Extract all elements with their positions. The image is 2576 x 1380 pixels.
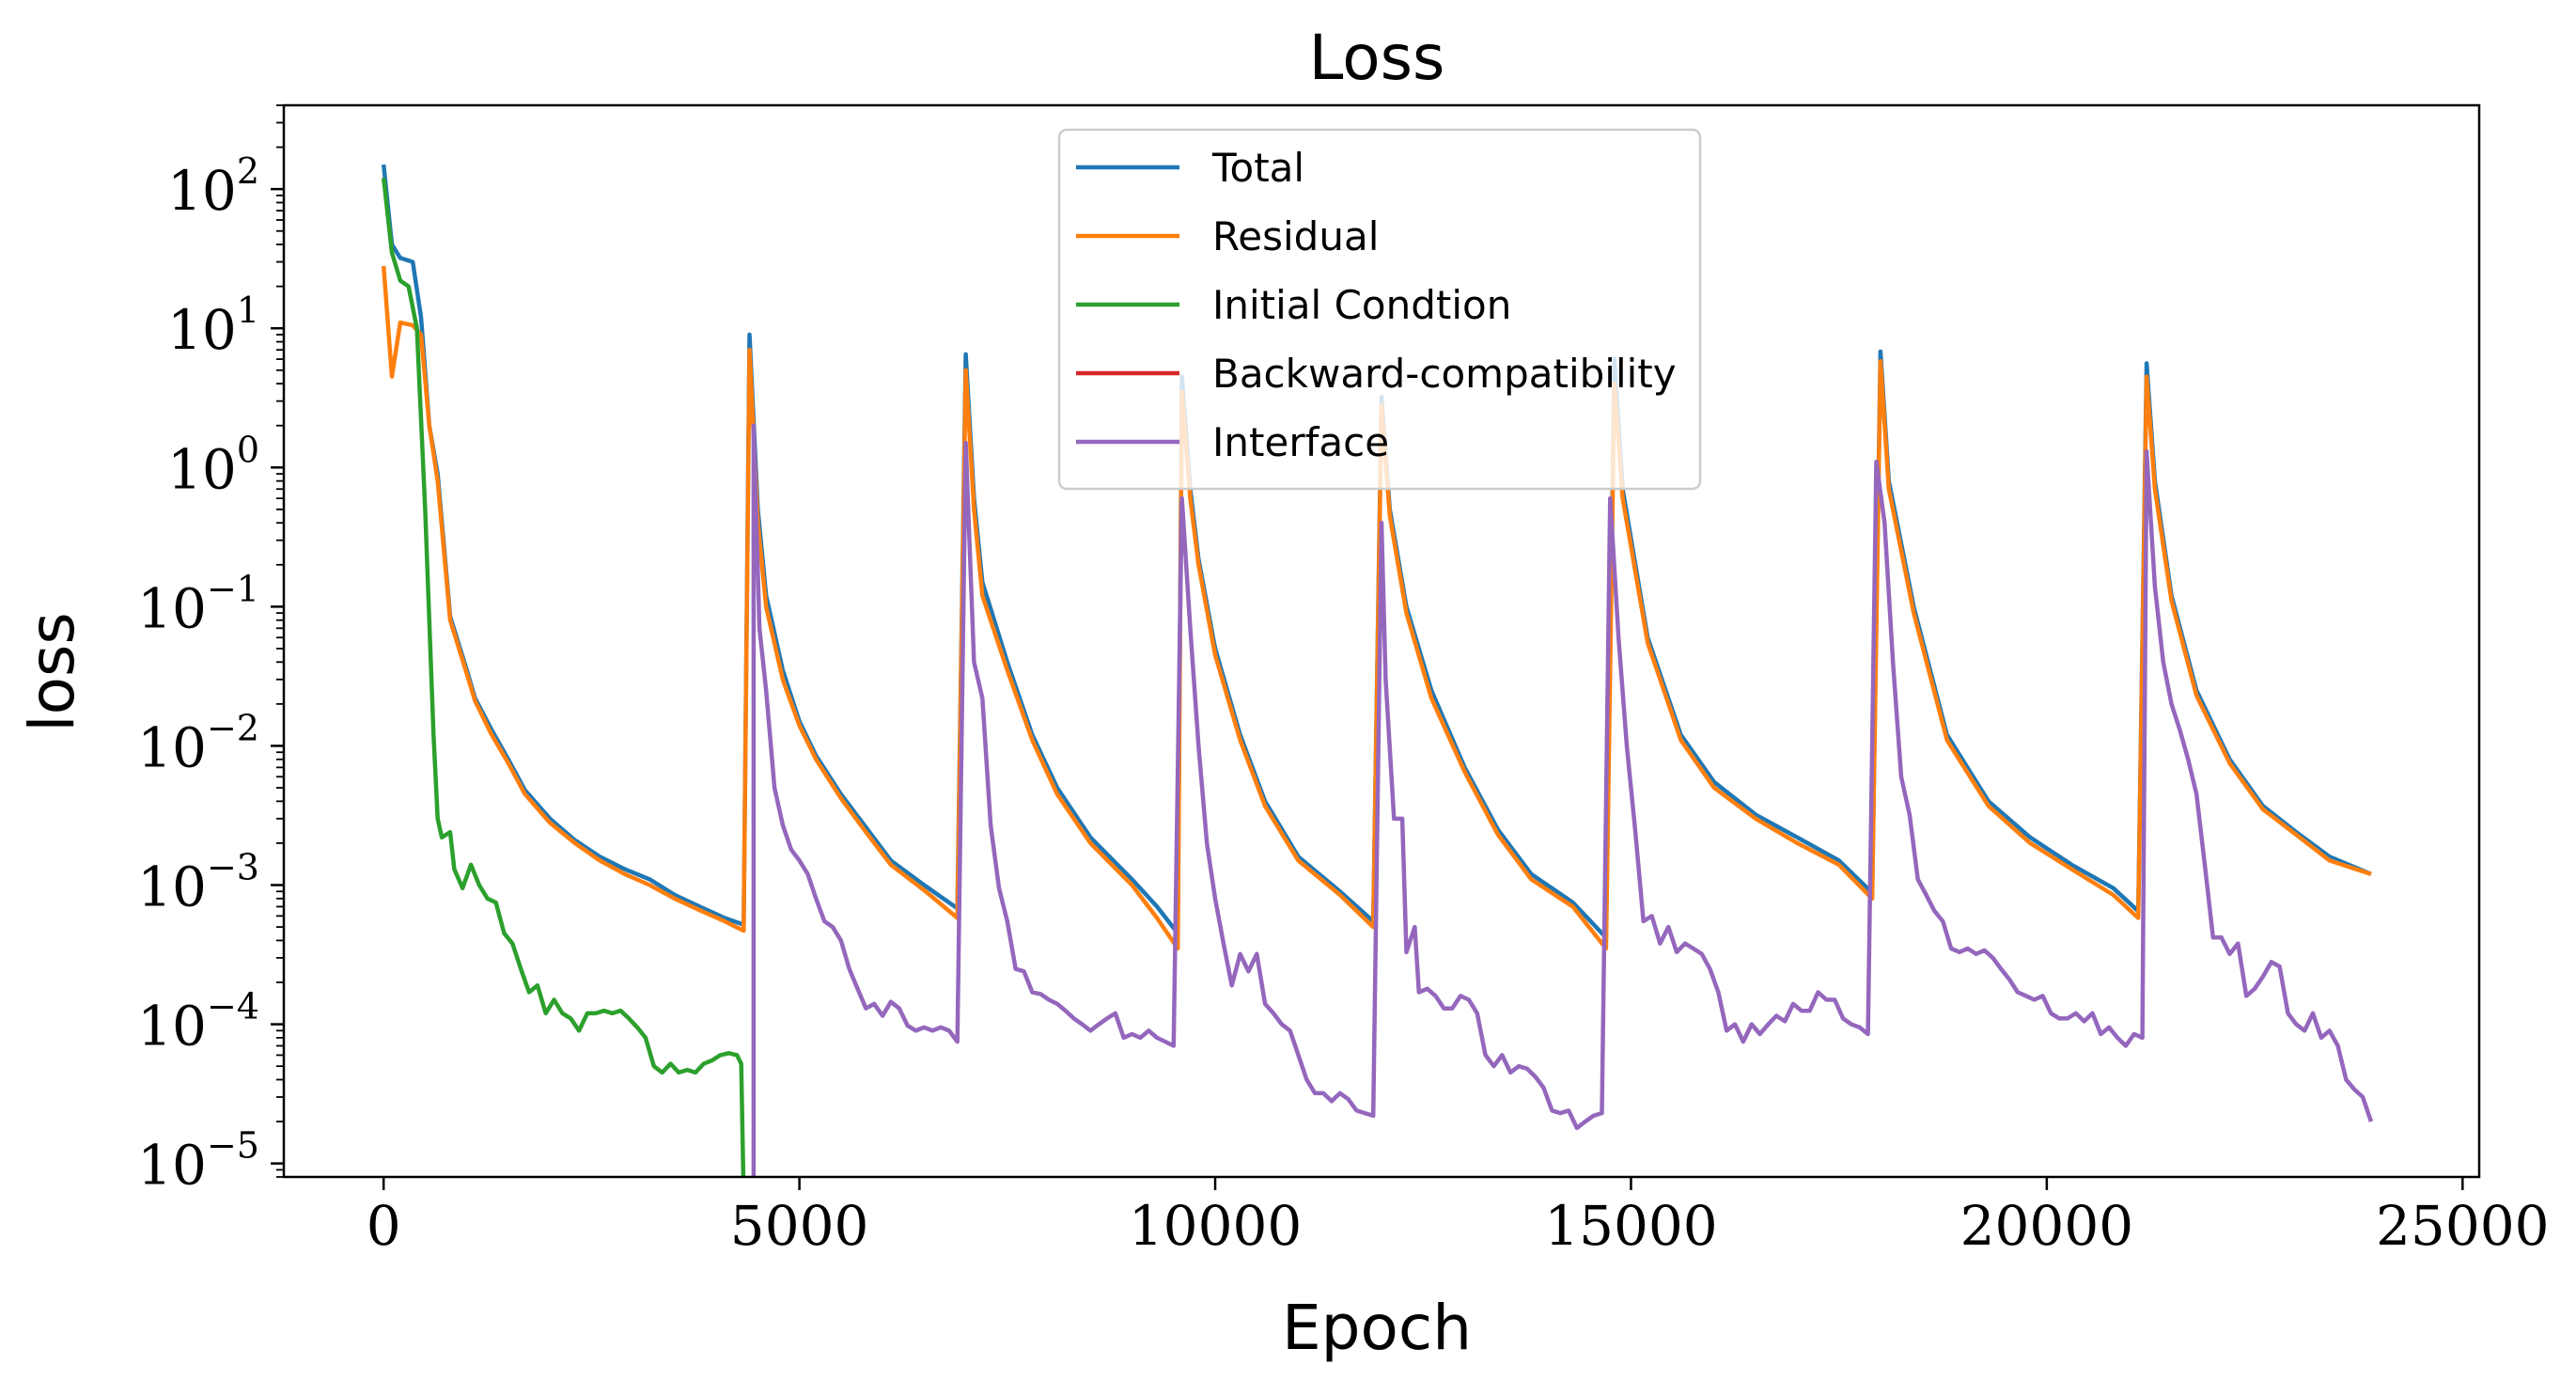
y-tick-exponent: 2 — [237, 150, 259, 192]
y-tick-label: 10−4 — [137, 986, 259, 1059]
y-tick-base: 10 — [167, 298, 237, 362]
y-tick-label: 10−2 — [137, 707, 259, 779]
y-tick-label: 102 — [167, 150, 259, 223]
y-tick-label: 10−1 — [137, 568, 259, 640]
y-tick-label: 101 — [167, 290, 259, 362]
y-tick-exponent: −4 — [207, 986, 259, 1027]
series-line-initial-condtion — [381, 178, 746, 1177]
series-line-interface — [751, 423, 2374, 1177]
x-axis-label: Epoch — [1282, 1292, 1472, 1364]
y-tick-label: 10−5 — [137, 1125, 259, 1198]
x-tick-label: 5000 — [730, 1194, 869, 1258]
plot-area-frame — [282, 103, 2481, 1179]
x-tick-label: 25000 — [2376, 1194, 2550, 1258]
y-tick-base: 10 — [137, 576, 207, 640]
legend: Total Residual Initial Condtion Backward-co… — [1057, 128, 1702, 491]
y-tick-base: 10 — [167, 159, 237, 223]
legend-label: Interface — [1212, 419, 1389, 465]
y-tick-base: 10 — [167, 437, 237, 501]
y-tick-exponent: 0 — [237, 429, 259, 470]
y-tick-exponent: −1 — [207, 568, 259, 609]
legend-label: Initial Condtion — [1212, 282, 1511, 328]
x-tick-label: 0 — [367, 1194, 401, 1258]
legend-label: Residual — [1212, 213, 1379, 259]
legend-label: Total — [1211, 145, 1304, 191]
y-tick-exponent: −3 — [207, 847, 259, 888]
y-axis-label: loss — [16, 612, 88, 732]
y-tick-base: 10 — [137, 715, 207, 779]
chart-title: Loss — [1309, 22, 1445, 94]
y-tick-exponent: 1 — [237, 290, 259, 331]
legend-label: Backward-compatibility — [1212, 351, 1677, 397]
x-tick-label: 10000 — [1129, 1194, 1303, 1258]
x-tick-label: 15000 — [1544, 1194, 1718, 1258]
y-tick-base: 10 — [137, 855, 207, 919]
y-tick-label: 10−3 — [137, 847, 259, 919]
y-tick-base: 10 — [137, 995, 207, 1059]
y-tick-base: 10 — [137, 1134, 207, 1198]
legend-box — [1057, 128, 1702, 491]
x-axis-ticks: 0 5000 10000 15000 20000 25000 — [367, 1177, 2550, 1258]
x-tick-label: 20000 — [1960, 1194, 2134, 1258]
y-tick-exponent: −5 — [207, 1125, 259, 1167]
y-tick-exponent: −2 — [207, 707, 259, 748]
y-tick-label: 100 — [167, 429, 259, 501]
